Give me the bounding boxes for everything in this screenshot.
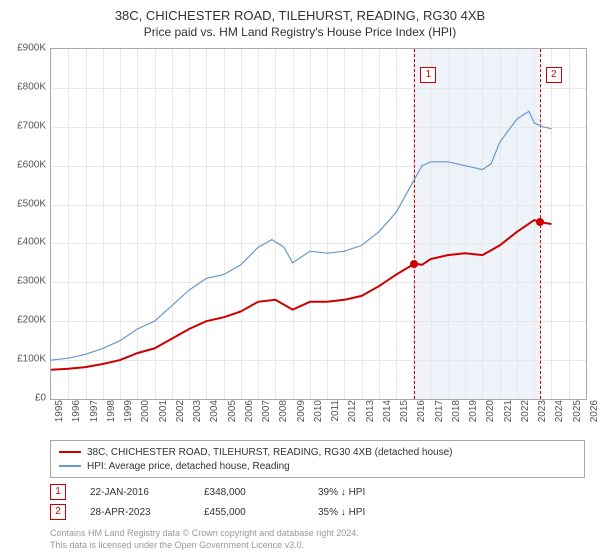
legend-swatch xyxy=(59,451,81,453)
x-tick-label: 2006 xyxy=(244,400,255,432)
plot-event-badge: 2 xyxy=(546,67,562,83)
x-tick-label: 1997 xyxy=(89,400,100,432)
chart-title-line1: 38C, CHICHESTER ROAD, TILEHURST, READING… xyxy=(0,0,600,23)
events-table: 1 22-JAN-2016 £348,000 39% ↓ HPI 2 28-AP… xyxy=(50,482,585,522)
plot-event-badge: 1 xyxy=(420,67,436,83)
y-tick-label: £0 xyxy=(0,393,46,404)
x-tick-label: 2013 xyxy=(365,400,376,432)
x-tick-label: 2020 xyxy=(485,400,496,432)
x-tick-label: 2002 xyxy=(175,400,186,432)
plot-area: 12 xyxy=(50,48,587,400)
x-tick-label: 2014 xyxy=(382,400,393,432)
y-tick-label: £800K xyxy=(0,81,46,92)
x-tick-label: 2011 xyxy=(330,400,341,432)
legend-item: 38C, CHICHESTER ROAD, TILEHURST, READING… xyxy=(59,445,576,459)
event-date: 28-APR-2023 xyxy=(90,507,180,518)
event-row: 1 22-JAN-2016 £348,000 39% ↓ HPI xyxy=(50,482,585,502)
x-tick-label: 2008 xyxy=(278,400,289,432)
y-tick-label: £900K xyxy=(0,43,46,54)
line-series xyxy=(51,49,586,399)
event-badge: 1 xyxy=(50,484,66,500)
x-tick-label: 2001 xyxy=(158,400,169,432)
x-tick-label: 2000 xyxy=(140,400,151,432)
y-tick-label: £300K xyxy=(0,276,46,287)
x-tick-label: 2012 xyxy=(347,400,358,432)
event-price: £348,000 xyxy=(204,487,294,498)
x-tick-label: 2004 xyxy=(209,400,220,432)
x-tick-label: 2005 xyxy=(227,400,238,432)
event-row: 2 28-APR-2023 £455,000 35% ↓ HPI xyxy=(50,502,585,522)
x-tick-label: 1998 xyxy=(106,400,117,432)
y-tick-label: £600K xyxy=(0,159,46,170)
legend-item: HPI: Average price, detached house, Read… xyxy=(59,459,576,473)
data-marker xyxy=(536,218,544,226)
y-tick-label: £400K xyxy=(0,237,46,248)
x-tick-label: 2017 xyxy=(434,400,445,432)
x-tick-label: 2024 xyxy=(554,400,565,432)
legend-swatch xyxy=(59,465,81,467)
x-tick-label: 2022 xyxy=(520,400,531,432)
data-marker xyxy=(410,260,418,268)
legend: 38C, CHICHESTER ROAD, TILEHURST, READING… xyxy=(50,440,585,478)
y-tick-label: £100K xyxy=(0,354,46,365)
x-tick-label: 2003 xyxy=(192,400,203,432)
legend-label: HPI: Average price, detached house, Read… xyxy=(87,461,290,472)
x-tick-label: 2019 xyxy=(468,400,479,432)
x-tick-label: 2025 xyxy=(572,400,583,432)
x-tick-label: 1996 xyxy=(71,400,82,432)
x-tick-label: 2018 xyxy=(451,400,462,432)
event-price: £455,000 xyxy=(204,507,294,518)
chart-title-line2: Price paid vs. HM Land Registry's House … xyxy=(0,23,600,43)
y-tick-label: £200K xyxy=(0,315,46,326)
x-tick-label: 2026 xyxy=(589,400,600,432)
legend-label: 38C, CHICHESTER ROAD, TILEHURST, READING… xyxy=(87,447,453,458)
event-badge: 2 xyxy=(50,504,66,520)
x-tick-label: 2021 xyxy=(503,400,514,432)
x-tick-label: 2015 xyxy=(399,400,410,432)
event-pct: 39% ↓ HPI xyxy=(318,487,408,498)
event-date: 22-JAN-2016 xyxy=(90,487,180,498)
series-hpi xyxy=(51,111,552,360)
event-pct: 35% ↓ HPI xyxy=(318,507,408,518)
footer-line2: This data is licensed under the Open Gov… xyxy=(50,540,585,552)
footer-attribution: Contains HM Land Registry data © Crown c… xyxy=(50,528,585,551)
x-tick-label: 1999 xyxy=(123,400,134,432)
y-tick-label: £500K xyxy=(0,198,46,209)
x-tick-label: 2023 xyxy=(537,400,548,432)
y-tick-label: £700K xyxy=(0,120,46,131)
series-price_paid xyxy=(51,220,552,370)
footer-line1: Contains HM Land Registry data © Crown c… xyxy=(50,528,585,540)
x-tick-label: 2016 xyxy=(416,400,427,432)
x-tick-label: 2009 xyxy=(296,400,307,432)
x-tick-label: 1995 xyxy=(54,400,65,432)
x-tick-label: 2010 xyxy=(313,400,324,432)
x-tick-label: 2007 xyxy=(261,400,272,432)
chart-container: 38C, CHICHESTER ROAD, TILEHURST, READING… xyxy=(0,0,600,560)
